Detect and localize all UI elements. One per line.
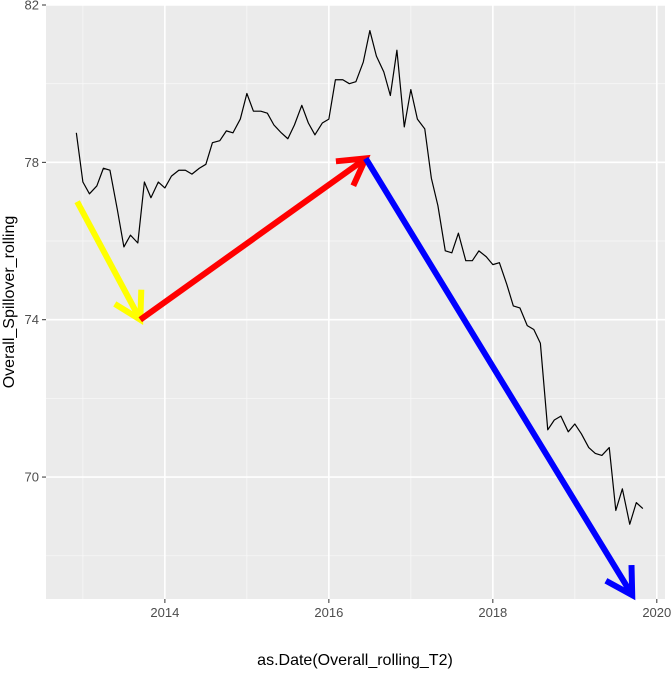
y-tick-label: 70 (25, 470, 39, 485)
x-tick-label: 2020 (642, 605, 671, 620)
trend-arrow-head (335, 154, 371, 187)
y-axis-title: Overall_Spillover_rolling (1, 216, 18, 389)
y-tick-label: 82 (25, 0, 39, 13)
trend-arrow-head (604, 565, 636, 601)
x-tick-label: 2018 (478, 605, 507, 620)
trend-arrow (363, 156, 636, 601)
x-tick-label: 2016 (314, 605, 343, 620)
y-tick-label: 78 (25, 155, 39, 170)
series-layer (75, 29, 644, 525)
annotation-layer (74, 154, 636, 601)
x-tick-label: 2014 (150, 605, 179, 620)
trend-arrow-shaft (363, 156, 635, 597)
trend-arrow-shaft (138, 155, 368, 323)
trend-arrow (138, 154, 371, 323)
axes-layer: 2014 2016 2018 2020 70 74 78 82 (25, 0, 671, 620)
grid-minor (46, 5, 665, 599)
y-tick-label: 74 (25, 312, 39, 327)
panel-background (46, 5, 665, 599)
x-axis-title: as.Date(Overall_rolling_T2) (257, 652, 453, 669)
trend-arrow-shaft (74, 200, 143, 322)
series-line (75, 29, 644, 525)
